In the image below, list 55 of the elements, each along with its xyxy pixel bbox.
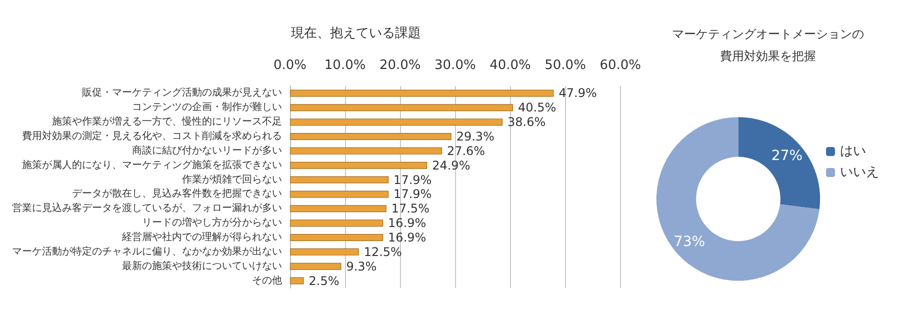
x-tick-label: 60.0% bbox=[600, 58, 642, 73]
data-label: 47.9% bbox=[558, 86, 597, 100]
data-label: 12.5% bbox=[364, 244, 402, 259]
data-label: 17.9% bbox=[394, 187, 432, 202]
data-label: 16.9% bbox=[388, 230, 426, 244]
y-tick-label: データが散在し、見込み客件数を把握できない bbox=[72, 188, 282, 200]
bar bbox=[290, 118, 503, 126]
y-tick-label: リードの増やし方が分からない bbox=[142, 216, 282, 229]
bar bbox=[290, 133, 452, 140]
y-tick-label: 施策や作業が増える一方で、慢性的にリソース不足 bbox=[52, 116, 282, 128]
bar bbox=[290, 248, 359, 256]
data-label: 40.5% bbox=[518, 100, 556, 115]
bar bbox=[290, 277, 304, 284]
x-tick-label: 40.0% bbox=[490, 58, 531, 73]
data-label: 17.9% bbox=[394, 172, 432, 187]
x-tick-label: 30.0% bbox=[434, 58, 476, 73]
x-tick-label: 20.0% bbox=[379, 58, 421, 73]
x-tick-label: 10.0% bbox=[324, 58, 366, 73]
y-tick-label: 作業が煩雑で回らない bbox=[181, 173, 282, 186]
data-label: 73% bbox=[674, 234, 706, 250]
bar bbox=[290, 147, 442, 154]
bar bbox=[290, 176, 389, 184]
y-tick-label: 費用対効果の測定・見える化や、コスト削減を求められる bbox=[22, 130, 282, 142]
data-label: 27.6% bbox=[446, 144, 486, 158]
y-tick-label: その他 bbox=[252, 274, 282, 286]
y-tick-label: 施策が属人的になり、マーケティング施策を拡張できない bbox=[22, 158, 282, 171]
y-tick-label: コンテンツの企画・制作が難しい bbox=[132, 101, 282, 114]
data-label: 17.5% bbox=[391, 202, 430, 216]
bar bbox=[290, 262, 342, 270]
bar bbox=[290, 162, 428, 169]
legend-label: はい bbox=[840, 144, 866, 159]
data-label: 24.9% bbox=[432, 158, 470, 172]
bar bbox=[290, 104, 513, 112]
y-tick-label: 営業に見込み客データを渡しているが、フォロー漏れが多い bbox=[12, 202, 282, 214]
data-label: 2.5% bbox=[308, 274, 340, 288]
y-tick-label: マーケ活動が特定のチャネルに偏り、なかなか効果が出ない bbox=[12, 245, 282, 258]
data-label: 38.6% bbox=[508, 115, 546, 130]
chart-title: マーケティングオートメーションの費用対効果を把握 bbox=[672, 27, 864, 63]
x-tick-label: 0.0% bbox=[273, 58, 307, 73]
data-label: 16.9% bbox=[388, 216, 426, 230]
bar bbox=[290, 220, 384, 227]
bar bbox=[290, 205, 386, 212]
data-label: 27% bbox=[771, 148, 803, 164]
x-tick-label: 50.0% bbox=[544, 58, 586, 73]
chart-title: 現在、抱えている課題 bbox=[291, 26, 421, 41]
y-tick-label: 商談に結び付かないリードが多い bbox=[132, 144, 282, 156]
bar bbox=[290, 234, 384, 241]
bar bbox=[290, 190, 389, 198]
y-tick-label: 最新の施策や技術についていけない bbox=[122, 260, 282, 272]
bar bbox=[290, 90, 554, 97]
y-tick-label: 経営層や社内での理解が得られない bbox=[121, 231, 282, 243]
legend-label: いいえ bbox=[840, 165, 879, 180]
y-tick-label: 販促・マーケティング活動の成果が見えない bbox=[82, 86, 282, 99]
data-label: 9.3% bbox=[346, 259, 377, 274]
data-label: 29.3% bbox=[456, 130, 494, 144]
